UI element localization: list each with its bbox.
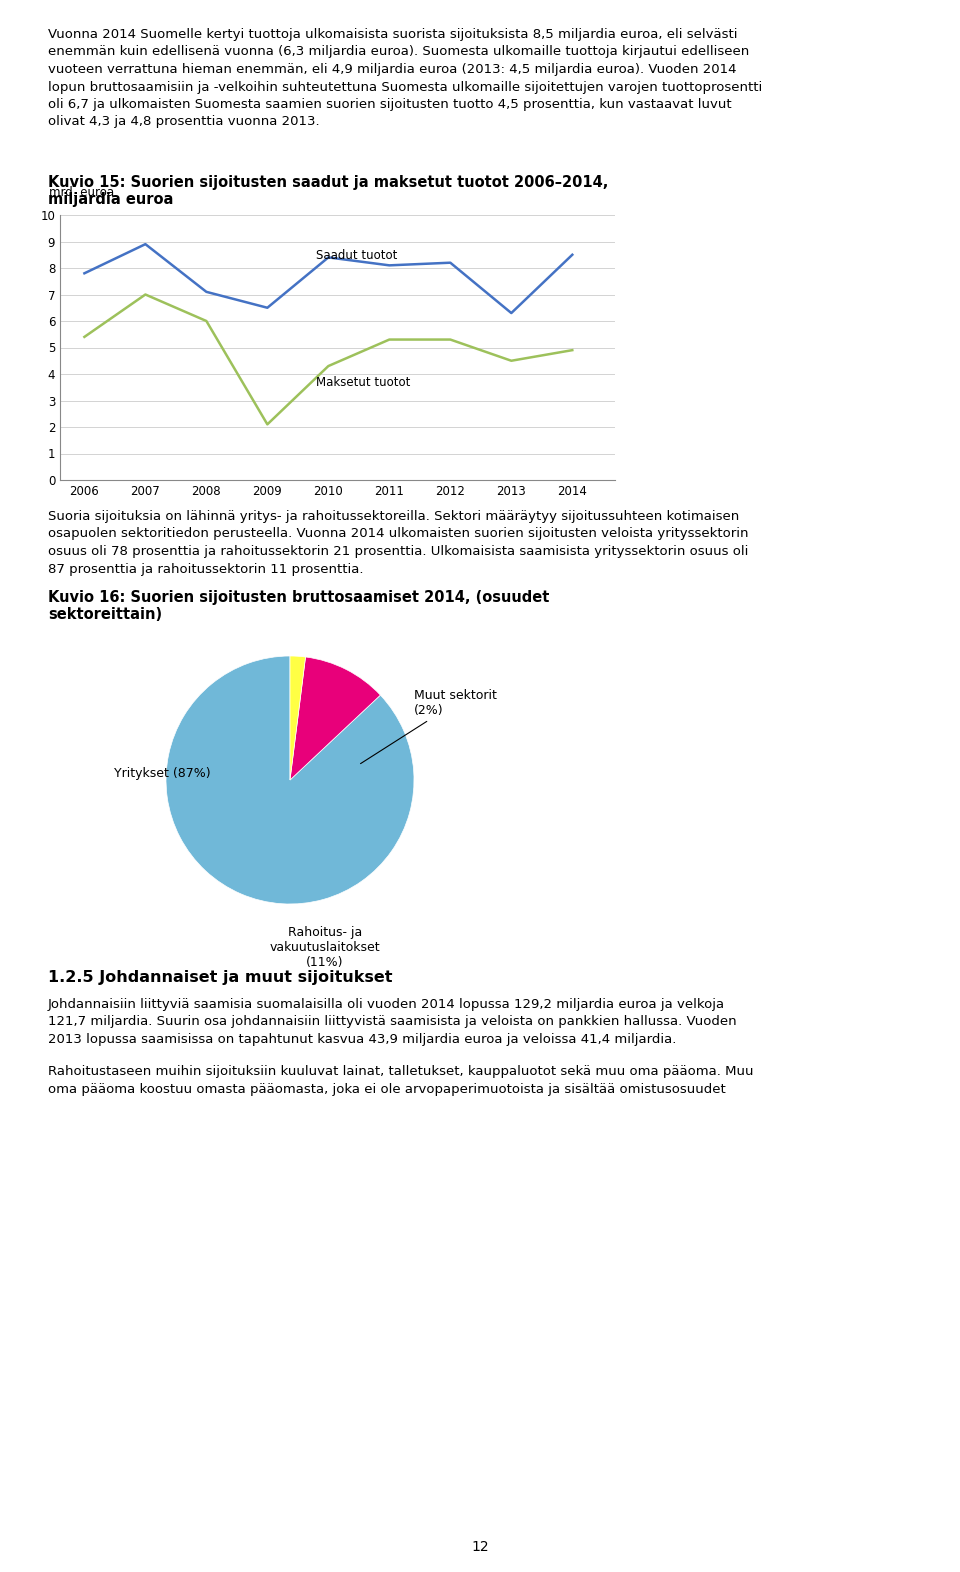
Text: sektoreittain): sektoreittain) [48, 607, 162, 623]
Text: Muut sektorit
(2%): Muut sektorit (2%) [361, 689, 497, 764]
Text: Maksetut tuotot: Maksetut tuotot [316, 376, 411, 388]
Text: osapuolen sektoritiedon perusteella. Vuonna 2014 ulkomaisten suorien sijoitusten: osapuolen sektoritiedon perusteella. Vuo… [48, 528, 749, 541]
Text: Vuonna 2014 Suomelle kertyi tuottoja ulkomaisista suorista sijoituksista 8,5 mil: Vuonna 2014 Suomelle kertyi tuottoja ulk… [48, 28, 737, 41]
Text: oli 6,7 ja ulkomaisten Suomesta saamien suorien sijoitusten tuotto 4,5 prosentti: oli 6,7 ja ulkomaisten Suomesta saamien … [48, 97, 732, 112]
Text: Johdannaisiin liittyviä saamisia suomalaisilla oli vuoden 2014 lopussa 129,2 mil: Johdannaisiin liittyviä saamisia suomala… [48, 998, 725, 1011]
Text: osuus oli 78 prosenttia ja rahoitussektorin 21 prosenttia. Ulkomaisista saamisis: osuus oli 78 prosenttia ja rahoitussekto… [48, 545, 749, 558]
Text: 12: 12 [471, 1541, 489, 1555]
Text: 87 prosenttia ja rahoitussektorin 11 prosenttia.: 87 prosenttia ja rahoitussektorin 11 pro… [48, 563, 364, 575]
Text: mrd. euroa: mrd. euroa [49, 185, 114, 200]
Text: Rahoitus- ja
vakuutuslaitokset
(11%): Rahoitus- ja vakuutuslaitokset (11%) [270, 926, 380, 970]
Text: 1.2.5 Johdannaiset ja muut sijoitukset: 1.2.5 Johdannaiset ja muut sijoitukset [48, 970, 393, 986]
Text: Kuvio 16: Suorien sijoitusten bruttosaamiset 2014, (osuudet: Kuvio 16: Suorien sijoitusten bruttosaam… [48, 590, 549, 605]
Text: lopun bruttosaamisiin ja -velkoihin suhteutettuna Suomesta ulkomaille sijoitettu: lopun bruttosaamisiin ja -velkoihin suht… [48, 80, 762, 93]
Text: Kuvio 15: Suorien sijoitusten saadut ja maksetut tuotot 2006–2014,: Kuvio 15: Suorien sijoitusten saadut ja … [48, 174, 609, 190]
Text: vuoteen verrattuna hieman enemmän, eli 4,9 miljardia euroa (2013: 4,5 miljardia : vuoteen verrattuna hieman enemmän, eli 4… [48, 63, 736, 75]
Wedge shape [290, 656, 305, 780]
Text: oma pääoma koostuu omasta pääomasta, joka ei ole arvopaperimuotoista ja sisältää: oma pääoma koostuu omasta pääomasta, jok… [48, 1083, 726, 1096]
Text: 2013 lopussa saamisissa on tapahtunut kasvua 43,9 miljardia euroa ja veloissa 41: 2013 lopussa saamisissa on tapahtunut ka… [48, 1033, 677, 1045]
Text: 121,7 miljardia. Suurin osa johdannaisiin liittyvistä saamisista ja veloista on : 121,7 miljardia. Suurin osa johdannaisii… [48, 1016, 736, 1028]
Text: Yritykset (87%): Yritykset (87%) [114, 767, 210, 780]
Text: Suoria sijoituksia on lähinnä yritys- ja rahoitussektoreilla. Sektori määräytyy : Suoria sijoituksia on lähinnä yritys- ja… [48, 509, 739, 523]
Text: Saadut tuotot: Saadut tuotot [316, 248, 397, 261]
Text: enemmän kuin edellisenä vuonna (6,3 miljardia euroa). Suomesta ulkomaille tuotto: enemmän kuin edellisenä vuonna (6,3 milj… [48, 46, 749, 58]
Wedge shape [290, 657, 380, 780]
Wedge shape [166, 656, 414, 904]
Text: Rahoitustaseen muihin sijoituksiin kuuluvat lainat, talletukset, kauppaluotot se: Rahoitustaseen muihin sijoituksiin kuulu… [48, 1064, 754, 1078]
Text: miljardia euroa: miljardia euroa [48, 192, 174, 208]
Text: olivat 4,3 ja 4,8 prosenttia vuonna 2013.: olivat 4,3 ja 4,8 prosenttia vuonna 2013… [48, 115, 320, 129]
